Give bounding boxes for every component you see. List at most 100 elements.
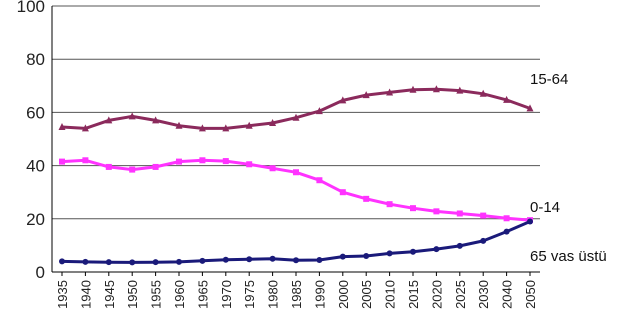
data-point-2-2000 [339, 253, 346, 260]
data-point-2-1990 [316, 257, 323, 264]
series-label-1: 0-14 [530, 199, 560, 216]
data-point-1-1975 [246, 161, 253, 168]
data-point-2-2030 [480, 237, 487, 244]
data-point-2-1975 [246, 256, 253, 263]
x-tick-label-2050: 2050 [523, 280, 538, 309]
x-tick-label-1955: 1955 [149, 280, 164, 309]
data-point-1-2025 [456, 210, 463, 217]
data-point-0-1975 [245, 121, 253, 129]
y-tick-label-80: 80 [26, 50, 45, 69]
data-point-0-1985 [292, 113, 300, 121]
x-tick-label-1945: 1945 [102, 280, 117, 309]
data-point-1-2005 [363, 195, 370, 202]
series-line-2 [60, 220, 532, 264]
data-point-2-2025 [456, 242, 463, 249]
x-tick-label-2020: 2020 [429, 280, 444, 309]
data-point-1-1965 [199, 157, 206, 164]
data-point-1-1980 [269, 165, 276, 172]
data-point-0-2040 [503, 95, 511, 103]
x-tick-label-1970: 1970 [219, 280, 234, 309]
x-tick-label-2015: 2015 [406, 280, 421, 309]
data-point-0-2025 [456, 86, 464, 94]
data-point-2-1980 [269, 255, 276, 262]
data-point-2-1960 [176, 258, 182, 265]
x-tick-label-2030: 2030 [476, 280, 491, 309]
data-point-2-1965 [199, 257, 206, 264]
data-point-2-1940 [82, 258, 89, 265]
x-tick-label-2025: 2025 [453, 280, 468, 309]
data-point-0-2005 [362, 91, 370, 99]
x-tick-label-1985: 1985 [289, 280, 304, 309]
data-point-0-1945 [105, 116, 113, 124]
series-2 [59, 218, 533, 266]
data-point-0-1940 [81, 124, 89, 132]
data-point-1-1960 [176, 158, 182, 165]
data-point-1-2040 [503, 215, 510, 222]
data-point-0-2015 [409, 85, 417, 93]
x-tick-label-1950: 1950 [125, 280, 140, 309]
data-point-1-1970 [222, 158, 229, 165]
x-tick-label-1940: 1940 [78, 280, 93, 309]
data-point-1-1985 [293, 169, 299, 176]
chart-axes [51, 6, 540, 273]
data-point-1-2020 [433, 208, 440, 215]
data-point-2-2040 [503, 228, 510, 235]
x-tick-label-1990: 1990 [312, 280, 327, 309]
data-point-2-1970 [222, 256, 229, 263]
data-point-2-1950 [129, 259, 136, 266]
data-point-1-1940 [82, 157, 89, 164]
x-tick-labels: 1935 1940 1945 1950 1955 1960 1965 1970 1975 1980… [55, 272, 538, 309]
y-tick-label-20: 20 [26, 210, 45, 229]
data-point-0-1980 [269, 119, 277, 127]
x-tick-label-2010: 2010 [383, 280, 398, 309]
data-point-2-1935 [59, 258, 65, 265]
x-tick-label-2040: 2040 [500, 280, 515, 309]
data-point-0-2020 [432, 85, 440, 93]
series-0 [58, 85, 534, 132]
x-tick-label-1935: 1935 [55, 280, 70, 309]
x-tick-label-1960: 1960 [172, 280, 187, 309]
data-point-0-1935 [58, 123, 66, 131]
data-point-1-1950 [129, 166, 136, 173]
data-point-0-2050 [526, 104, 534, 112]
data-point-0-2030 [479, 89, 487, 97]
data-point-0-1960 [175, 121, 183, 129]
series-label-2: 65 vas üstü [530, 248, 607, 265]
data-point-2-2015 [410, 248, 416, 255]
series-line-0 [60, 87, 532, 130]
data-point-1-2015 [410, 205, 416, 212]
data-point-1-2000 [339, 189, 346, 196]
data-point-0-1970 [222, 124, 230, 132]
data-point-1-1935 [59, 158, 65, 165]
data-point-0-2000 [339, 96, 347, 104]
x-tick-label-1975: 1975 [242, 280, 257, 309]
data-point-2-2010 [386, 250, 393, 257]
x-tick-label-1980: 1980 [266, 280, 281, 309]
data-point-1-1955 [152, 163, 159, 170]
data-point-1-1990 [316, 177, 323, 184]
data-point-2-2050 [527, 218, 533, 225]
x-tick-label-1965: 1965 [195, 280, 210, 309]
series-label-0: 15-64 [530, 71, 568, 88]
data-point-0-1950 [128, 112, 136, 120]
x-tick-label-2000: 2000 [336, 280, 351, 309]
data-point-0-1990 [315, 107, 323, 115]
y-tick-label-60: 60 [26, 103, 45, 122]
series-labels: 15-64 0-14 65 vas üstü [530, 71, 607, 265]
data-point-0-1955 [152, 116, 160, 124]
y-tick-label-0: 0 [36, 263, 45, 282]
y-tick-labels: 0 20 40 60 80 100 [17, 0, 45, 282]
data-point-0-2010 [386, 88, 394, 96]
x-tick-label-2005: 2005 [359, 280, 374, 309]
data-point-2-1945 [105, 259, 112, 266]
data-point-2-1955 [152, 259, 159, 266]
y-tick-label-100: 100 [17, 0, 45, 16]
data-point-1-2030 [480, 212, 487, 219]
data-point-2-2005 [363, 253, 370, 260]
data-point-1-1945 [105, 163, 112, 170]
data-point-2-1985 [293, 257, 299, 264]
data-point-2-2020 [433, 246, 440, 253]
data-series [58, 85, 534, 266]
y-tick-label-40: 40 [26, 157, 45, 176]
